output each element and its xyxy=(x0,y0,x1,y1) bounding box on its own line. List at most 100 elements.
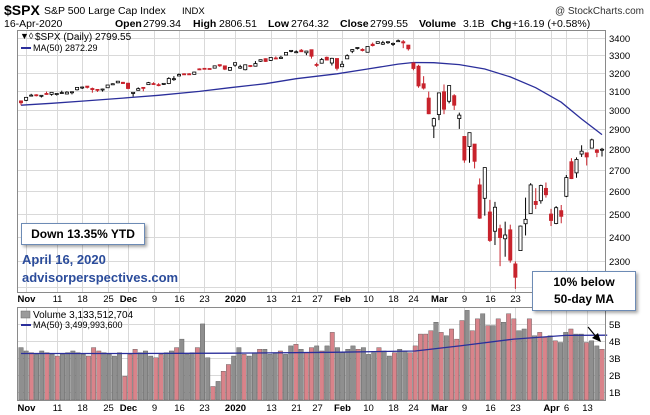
high-value: 2806.51 xyxy=(219,18,257,30)
candle-body xyxy=(304,50,309,54)
candle-body xyxy=(391,42,396,45)
candle-body xyxy=(29,94,34,97)
candle xyxy=(335,58,339,71)
volume-bar xyxy=(589,340,595,401)
volume-date-label: 18 xyxy=(77,403,88,414)
annotation-site: advisorperspectives.com xyxy=(22,270,179,285)
volume-date-label: 16 xyxy=(485,403,496,414)
volume-bar xyxy=(584,342,589,401)
volume-bar xyxy=(163,352,169,401)
volume-bar xyxy=(132,349,138,401)
candle-body xyxy=(75,86,80,91)
candle xyxy=(365,46,370,53)
chg-label: Chg xyxy=(491,18,511,30)
volume-bar xyxy=(366,354,371,401)
volume-bar xyxy=(371,352,377,401)
volume-bar xyxy=(516,330,522,401)
candle xyxy=(69,91,74,95)
volume-bar xyxy=(386,355,392,401)
candle-body xyxy=(564,177,569,197)
legend-volume-line: Volume 3,133,512,704 xyxy=(33,310,134,321)
volume-bar xyxy=(137,352,143,401)
price-tick-label: 3100 xyxy=(609,87,630,98)
volume-bar xyxy=(179,338,185,401)
volume-bar xyxy=(75,352,81,401)
candle-body xyxy=(80,86,85,89)
volume-bar xyxy=(335,347,340,401)
volume-bar xyxy=(392,352,397,401)
volume-bar xyxy=(329,332,335,401)
candle xyxy=(385,41,390,44)
candle-body xyxy=(19,100,23,104)
candle xyxy=(584,152,589,166)
chart-name: S&P 500 Large Cap Index xyxy=(44,5,167,17)
volume-bar xyxy=(506,313,512,401)
volume-bar xyxy=(314,345,320,401)
volume-bar xyxy=(402,350,408,401)
volume-bar xyxy=(267,354,273,401)
price-date-label: 21 xyxy=(291,294,302,305)
low-value: 2764.32 xyxy=(291,18,329,30)
candle-body xyxy=(182,73,187,76)
candle xyxy=(375,41,380,44)
candle xyxy=(273,56,278,60)
candle xyxy=(447,85,452,104)
candle xyxy=(554,206,559,225)
candle-body xyxy=(238,66,243,69)
candle-body xyxy=(278,56,283,59)
volume-bar xyxy=(340,352,346,401)
volume-bar xyxy=(111,355,117,401)
volume-bar xyxy=(49,354,55,401)
candle xyxy=(498,224,503,267)
volume-bar xyxy=(34,354,39,401)
candle-body xyxy=(85,85,90,88)
chart-credit: @ StockCharts.com xyxy=(555,6,644,17)
volume-bar xyxy=(412,345,418,401)
candle-body xyxy=(472,143,477,162)
candle-body xyxy=(110,83,115,86)
candle xyxy=(487,199,492,242)
candle-body xyxy=(166,78,171,84)
volume-date-label: 23 xyxy=(510,403,521,414)
price-tick-label: 2500 xyxy=(609,210,630,221)
candle-body xyxy=(355,47,360,49)
candle xyxy=(238,64,243,69)
volume-bar xyxy=(44,352,50,401)
candle-body xyxy=(416,65,421,87)
candle xyxy=(19,100,23,106)
volume-date-label: 13 xyxy=(582,403,593,414)
candle xyxy=(187,73,192,76)
candle xyxy=(396,39,401,43)
candle-body xyxy=(385,41,390,44)
candle-body xyxy=(533,201,538,205)
candle-body xyxy=(345,55,350,60)
volume-date-label: 2020 xyxy=(225,403,246,414)
candle xyxy=(253,61,258,67)
price-tick-label: 3200 xyxy=(609,69,630,80)
volume-bar xyxy=(241,354,247,401)
volume-bar xyxy=(158,354,164,401)
candle xyxy=(370,42,375,47)
volume-bar xyxy=(91,347,97,401)
candle xyxy=(95,88,100,92)
candle-body xyxy=(329,57,334,64)
volume-legend: Volume 3,133,512,704 MA(50) 3,499,993,60… xyxy=(20,310,134,330)
candle xyxy=(75,86,80,91)
volume-bar xyxy=(537,332,543,401)
candle-body xyxy=(396,40,401,43)
candle-body xyxy=(115,80,120,84)
candle-body xyxy=(212,65,217,69)
candle-body xyxy=(600,148,604,151)
candle-body xyxy=(335,58,339,69)
candle-body xyxy=(538,185,543,202)
candle-body xyxy=(365,46,370,53)
candle-body xyxy=(498,228,503,239)
candle-body xyxy=(314,64,319,66)
candle xyxy=(416,64,421,88)
candle-body xyxy=(273,57,278,60)
candle-body xyxy=(90,88,95,90)
volume-date-label: 18 xyxy=(388,403,399,414)
candle-body xyxy=(202,67,207,70)
candle xyxy=(549,208,554,227)
